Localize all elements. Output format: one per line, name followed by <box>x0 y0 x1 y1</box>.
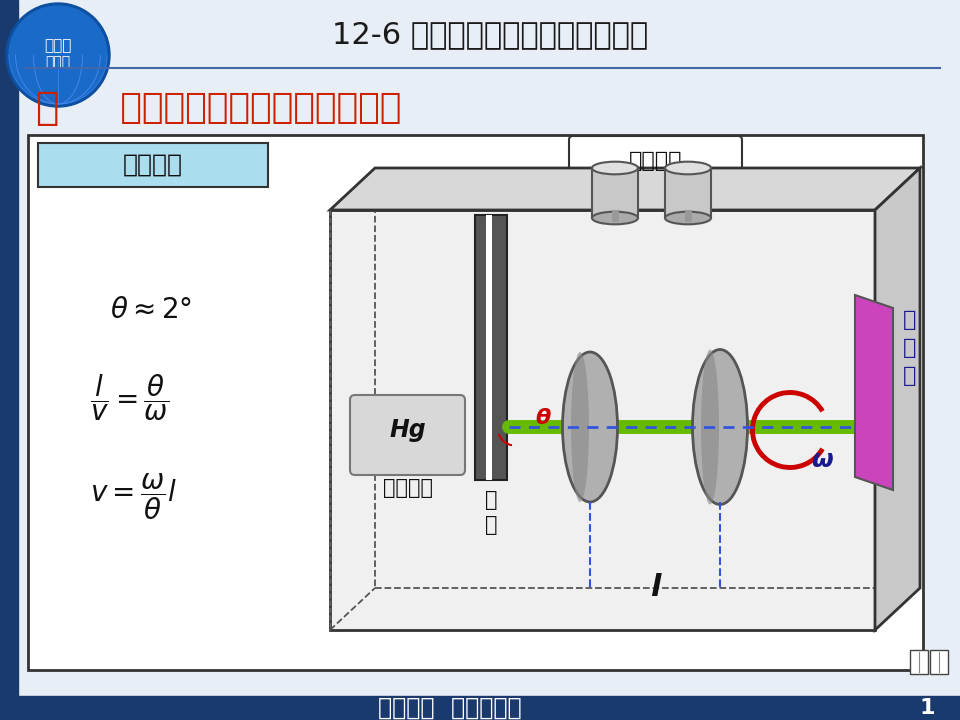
Polygon shape <box>855 295 893 490</box>
Bar <box>910 650 928 674</box>
Circle shape <box>6 3 110 107</box>
Bar <box>0 696 960 720</box>
Ellipse shape <box>592 212 638 225</box>
FancyBboxPatch shape <box>569 136 742 186</box>
Text: 显: 显 <box>903 310 917 330</box>
Text: Hg: Hg <box>389 418 426 442</box>
Ellipse shape <box>592 162 638 174</box>
Text: ω: ω <box>811 448 833 472</box>
Ellipse shape <box>665 162 711 174</box>
FancyBboxPatch shape <box>350 395 465 475</box>
Bar <box>475 215 507 480</box>
Ellipse shape <box>571 352 589 502</box>
Bar <box>28 135 923 670</box>
Bar <box>592 168 638 218</box>
Text: $v = \dfrac{\omega}{\theta} l$: $v = \dfrac{\omega}{\theta} l$ <box>90 472 177 522</box>
Text: 试验装置: 试验装置 <box>123 153 183 177</box>
Circle shape <box>9 6 107 104</box>
Text: 第五版: 第五版 <box>45 55 71 69</box>
Bar <box>486 215 492 480</box>
Polygon shape <box>625 182 650 195</box>
Text: 第十二章  气体动理论: 第十二章 气体动理论 <box>378 696 522 720</box>
Text: 屏: 屏 <box>903 366 917 386</box>
Text: 金属蔻气: 金属蔻气 <box>382 478 433 498</box>
Bar <box>930 650 948 674</box>
Text: $\theta \approx 2°$: $\theta \approx 2°$ <box>110 296 192 324</box>
Text: l: l <box>650 572 660 601</box>
Polygon shape <box>330 168 920 210</box>
Ellipse shape <box>665 212 711 225</box>
Text: 测定气体分子速率分布的试验: 测定气体分子速率分布的试验 <box>95 91 401 125</box>
Text: 示: 示 <box>903 338 917 358</box>
Text: 狭: 狭 <box>485 490 497 510</box>
Bar <box>330 210 875 630</box>
Polygon shape <box>875 168 920 630</box>
Ellipse shape <box>563 352 617 502</box>
Bar <box>0 0 18 720</box>
Text: 接抽气泵: 接抽气泵 <box>629 151 683 171</box>
Text: 物理学: 物理学 <box>44 38 72 53</box>
Text: 缝: 缝 <box>485 515 497 535</box>
Text: 12-6 麦克斯韦气体分子速率分布律: 12-6 麦克斯韦气体分子速率分布律 <box>332 20 648 50</box>
Text: θ: θ <box>536 408 551 428</box>
Text: 一: 一 <box>35 89 59 127</box>
Bar <box>665 168 711 218</box>
Ellipse shape <box>701 349 719 505</box>
Text: 1: 1 <box>920 698 935 718</box>
Text: $\dfrac{l}{v} = \dfrac{\theta}{\omega}$: $\dfrac{l}{v} = \dfrac{\theta}{\omega}$ <box>90 373 169 423</box>
Bar <box>38 143 268 187</box>
Ellipse shape <box>692 349 748 505</box>
